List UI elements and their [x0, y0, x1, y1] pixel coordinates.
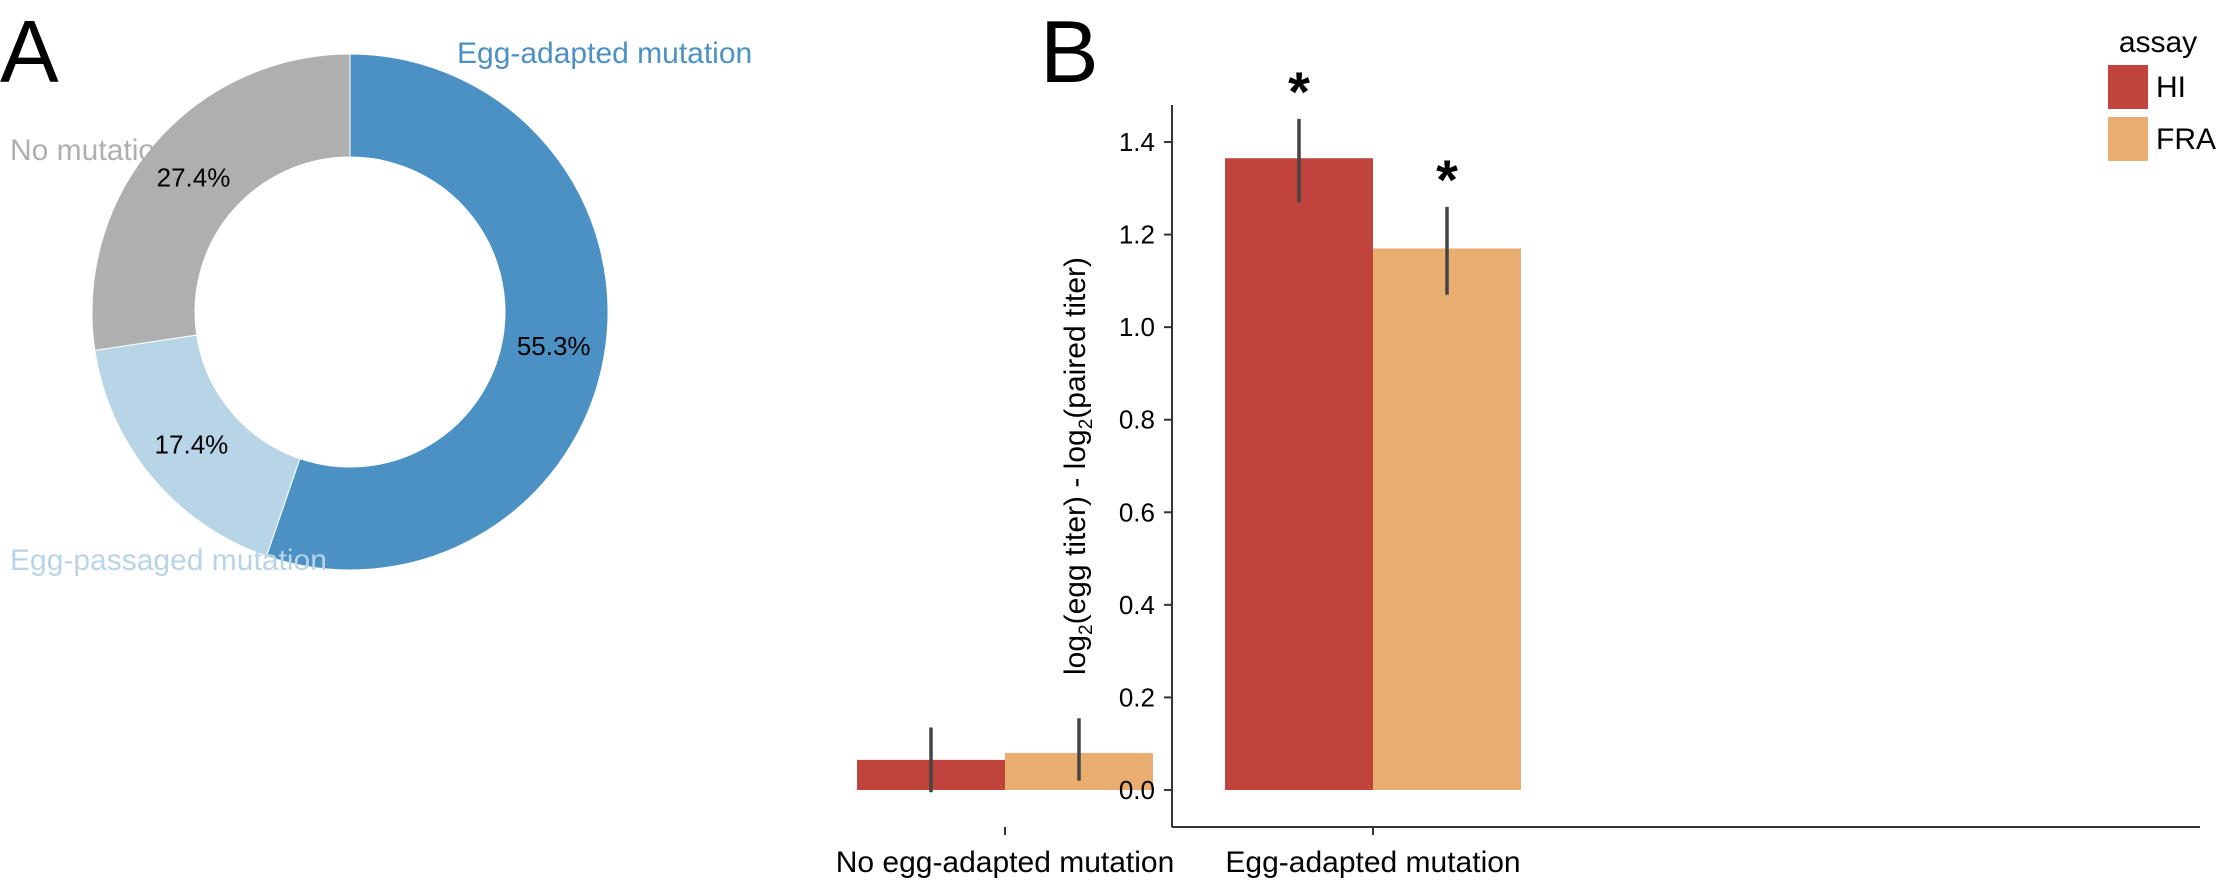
y-tick-label: 1.0 [1119, 312, 1155, 342]
panel-b-label: B [1040, 2, 1099, 101]
y-axis-label-part: (egg titer) - log [1059, 429, 1092, 624]
legend: assay HI FRA [2108, 26, 2216, 161]
panel-a-donut-chart: A 55.3% Egg-adapted mutation 17.4% Egg-pass… [0, 2, 752, 577]
y-axis-label: log2(egg titer) - log2(paired titer) [1059, 257, 1097, 675]
donut-slice-egg-passaged-mutation [94, 334, 301, 557]
panel-b-bar-chart: B * * 0.0 0.2 0.4 0.6 0.8 1.0 1.2 1.4 No egg-ada… [836, 2, 2216, 879]
legend-title: assay [2119, 26, 2197, 59]
x-tick-label: Egg-adapted mutation [1225, 846, 1520, 879]
y-tick-label: 0.8 [1119, 405, 1155, 435]
x-tick-label: No egg-adapted mutation [836, 846, 1175, 879]
y-axis-label-part: log [1059, 635, 1092, 675]
legend-label-fra: FRA [2156, 123, 2216, 156]
y-axis-label-subscript: 2 [1076, 624, 1097, 635]
slice-category-label: Egg-adapted mutation [457, 37, 752, 70]
y-tick-label: 1.4 [1119, 127, 1155, 157]
significance-asterisk: * [1288, 60, 1310, 123]
slice-value-label: 17.4% [155, 429, 229, 459]
slice-value-label: 27.4% [157, 162, 231, 192]
y-axis-label-part: (paired titer) [1059, 257, 1092, 419]
y-tick-label: 1.2 [1119, 220, 1155, 250]
slice-category-label: Egg-passaged mutation [10, 544, 327, 577]
significance-asterisk: * [1436, 148, 1458, 211]
y-tick-label: 0.6 [1119, 497, 1155, 527]
legend-label-hi: HI [2156, 71, 2186, 104]
y-tick-label: 0.0 [1119, 775, 1155, 805]
donut-slice-egg-adapted-mutation [265, 53, 609, 571]
legend-swatch-fra [2108, 117, 2148, 161]
bar-hi-egg-adapted-mutation [1225, 158, 1373, 790]
y-axis-label-subscript: 2 [1076, 419, 1097, 430]
panel-a-label: A [0, 2, 59, 101]
legend-swatch-hi [2108, 65, 2148, 109]
donut-slice-no-mutation [91, 53, 351, 351]
slice-value-label: 55.3% [517, 331, 591, 361]
y-tick-label: 0.2 [1119, 682, 1155, 712]
slice-category-label: No mutation [10, 134, 172, 167]
bar-fra-egg-adapted-mutation [1373, 248, 1521, 790]
y-tick-label: 0.4 [1119, 590, 1155, 620]
